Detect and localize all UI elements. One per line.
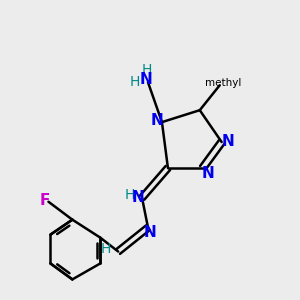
Text: N: N [132, 190, 145, 205]
Text: H: H [141, 63, 152, 77]
Text: N: N [144, 225, 157, 240]
Text: H: H [124, 188, 135, 202]
Text: N: N [139, 72, 152, 87]
Text: N: N [202, 166, 214, 181]
Text: H: H [101, 242, 111, 256]
Text: H: H [129, 75, 140, 89]
Text: F: F [40, 193, 50, 208]
Text: N: N [150, 113, 163, 128]
Text: N: N [222, 134, 235, 149]
Text: methyl: methyl [205, 78, 242, 88]
